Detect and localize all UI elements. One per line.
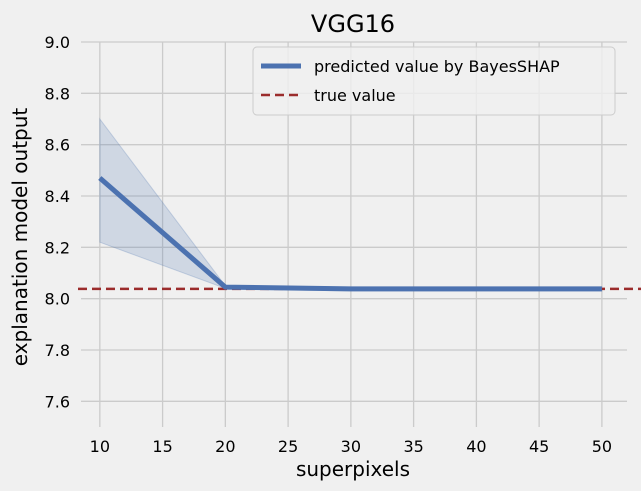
x-axis-label: superpixels: [296, 457, 410, 481]
x-tick-label: 20: [215, 437, 235, 456]
series-lines: [98, 176, 602, 292]
y-axis-label: explanation model output: [8, 108, 32, 367]
y-tick-label: 8.0: [45, 290, 70, 309]
x-tick-label: 30: [341, 437, 361, 456]
legend: predicted value by BayesSHAP true value: [252, 46, 616, 116]
legend-label-predicted: predicted value by BayesSHAP: [314, 57, 560, 76]
x-tick-labels: 10 15 20 25 30 35 40 45 50: [90, 437, 612, 456]
y-tick-label: 7.8: [45, 341, 70, 360]
y-tick-label: 8.6: [45, 136, 70, 155]
legend-box: [252, 46, 616, 116]
x-tick-label: 45: [529, 437, 549, 456]
y-tick-label: 8.8: [45, 84, 70, 103]
x-tick-label: 40: [466, 437, 486, 456]
chart-title: VGG16: [311, 10, 395, 38]
y-tick-label: 9.0: [45, 33, 70, 52]
y-tick-labels: 7.6 7.8 8.0 8.2 8.4 8.6 8.8 9.0: [45, 33, 70, 411]
y-tick-label: 8.4: [45, 187, 70, 206]
x-tick-label: 35: [403, 437, 423, 456]
y-tick-label: 7.6: [45, 392, 70, 411]
legend-label-true-value: true value: [314, 86, 396, 105]
x-tick-label: 50: [592, 437, 612, 456]
x-tick-label: 15: [152, 437, 172, 456]
x-tick-label: 10: [90, 437, 110, 456]
y-tick-label: 8.2: [45, 238, 70, 257]
x-tick-label: 25: [278, 437, 298, 456]
